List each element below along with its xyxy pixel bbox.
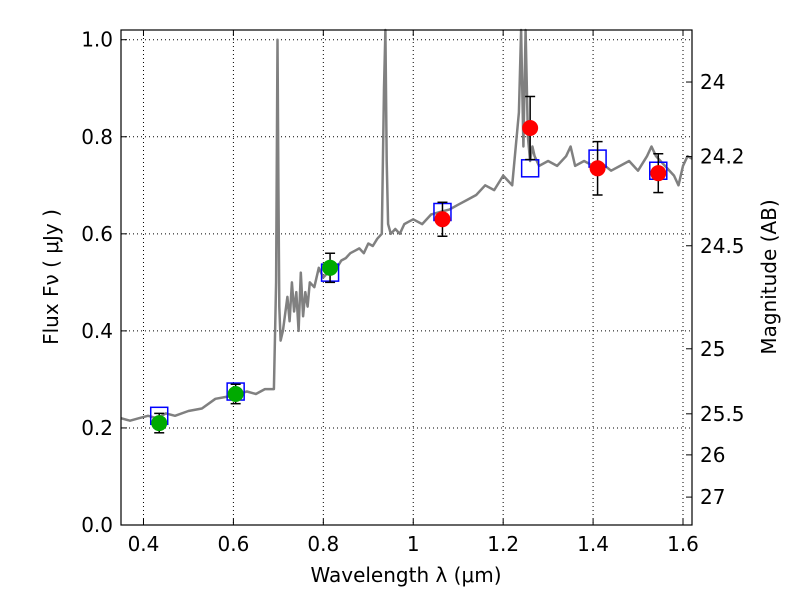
grid-lines bbox=[121, 30, 692, 526]
plot-area-background bbox=[121, 30, 692, 525]
red-point bbox=[522, 120, 539, 137]
y-tick-label: 0.6 bbox=[81, 222, 113, 246]
plot-frame bbox=[120, 29, 693, 526]
y-tick-label: 0.8 bbox=[81, 125, 113, 149]
x-tick-label: 1 bbox=[407, 532, 420, 556]
x-axis-label: Wavelength λ (μm) bbox=[310, 563, 501, 587]
right-tick-label: 26 bbox=[700, 443, 725, 467]
right-tick-label: 25.5 bbox=[700, 402, 745, 426]
green-point bbox=[227, 385, 244, 402]
y-tick-label: 0.0 bbox=[81, 513, 113, 537]
right-tick-label: 25 bbox=[700, 337, 725, 361]
x-tick-label: 1.2 bbox=[487, 532, 519, 556]
x-tick-label: 0.4 bbox=[128, 532, 160, 556]
x-tick-label: 1.6 bbox=[667, 532, 699, 556]
x-tick-label: 0.6 bbox=[217, 532, 249, 556]
y-tick-label: 0.4 bbox=[81, 319, 113, 343]
right-tick-label: 24.5 bbox=[700, 234, 745, 258]
y-axis-label: Flux Fν ( μJy ) bbox=[39, 209, 63, 345]
right-axis-label: Magnitude (AB) bbox=[757, 199, 781, 354]
green-point bbox=[151, 415, 168, 432]
red-point bbox=[589, 160, 606, 177]
red-point bbox=[650, 165, 667, 182]
spectrum-series bbox=[120, 28, 693, 422]
y-tick-label: 1.0 bbox=[81, 28, 113, 52]
x-ticks: 0.4 0.6 0.8 1 1.2 1.4 1.6 bbox=[128, 30, 699, 556]
right-tick-label: 24 bbox=[700, 70, 725, 94]
green-point bbox=[322, 259, 339, 276]
right-tick-label: 24.2 bbox=[700, 145, 745, 169]
red-point bbox=[434, 211, 451, 228]
y-ticks: 0.0 0.2 0.4 0.6 0.8 1.0 bbox=[81, 28, 127, 537]
observed-points bbox=[151, 120, 667, 432]
spectrum-line bbox=[120, 28, 693, 422]
y-tick-label: 0.2 bbox=[81, 416, 113, 440]
right-ticks: 24 24.2 24.5 25 25.5 26 27 bbox=[686, 70, 745, 509]
x-tick-label: 0.8 bbox=[307, 532, 339, 556]
x-tick-label: 1.4 bbox=[577, 532, 609, 556]
right-tick-label: 27 bbox=[700, 485, 725, 509]
